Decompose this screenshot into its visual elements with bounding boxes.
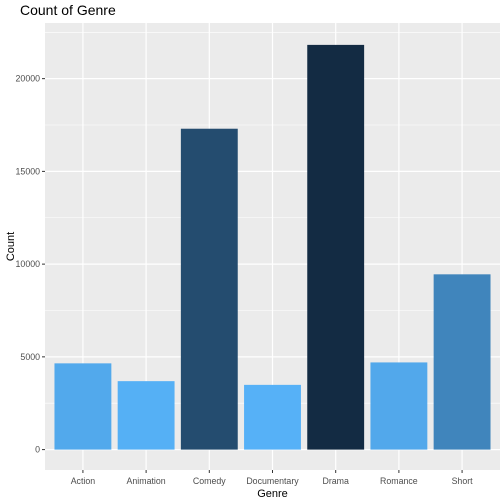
y-tick-label: 20000: [16, 74, 41, 84]
y-tick-label: 5000: [20, 352, 40, 362]
y-tick-label: 10000: [16, 259, 41, 269]
x-tick-label: Drama: [322, 476, 349, 486]
y-tick-label: 15000: [16, 166, 41, 176]
x-tick-label: Romance: [380, 476, 418, 486]
bar-romance: [370, 362, 428, 450]
bar-documentary: [244, 384, 301, 450]
bar-action: [54, 363, 112, 450]
y-axis: 0 5000 10000 15000 20000: [16, 74, 45, 455]
bar-short: [433, 274, 491, 450]
x-tick-label: Documentary: [246, 476, 299, 486]
bar-comedy: [180, 128, 238, 450]
chart-title: Count of Genre: [20, 2, 116, 18]
bar-animation: [117, 381, 175, 450]
x-axis: Action Animation Comedy Documentary Drama Rom…: [71, 470, 473, 486]
x-tick-label: Comedy: [193, 476, 226, 486]
bars: [54, 44, 491, 450]
y-axis-title: Count: [5, 232, 17, 261]
x-tick-label: Short: [452, 476, 474, 486]
x-tick-label: Action: [71, 476, 96, 486]
y-tick-label: 0: [35, 445, 40, 455]
x-axis-title: Genre: [257, 488, 288, 500]
x-tick-label: Animation: [127, 476, 166, 486]
bar-drama: [307, 44, 365, 450]
